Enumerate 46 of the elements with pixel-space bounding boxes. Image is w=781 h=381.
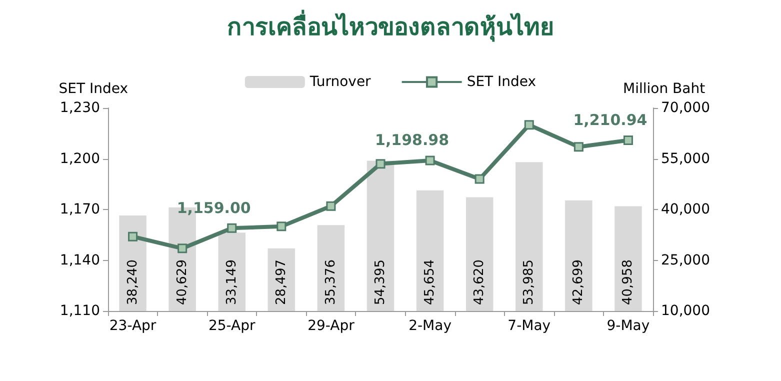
y2-axis-title: Million Baht	[623, 81, 706, 97]
x-tick-label: 25-Apr	[208, 318, 256, 334]
data-label: 33,149	[224, 260, 240, 305]
data-label: 40,958	[620, 260, 636, 305]
y2-tick-label: 25,000	[661, 252, 710, 268]
data-label: 1,210.94	[573, 110, 648, 129]
data-label: 28,497	[274, 260, 289, 305]
data-label: 54,395	[373, 260, 388, 305]
data-label: 35,376	[323, 260, 338, 305]
chart-title: การเคลื่อนไหวของตลาดหุ้นไทย	[227, 9, 554, 43]
y-tick-label: 1,110	[60, 303, 100, 319]
point	[425, 156, 435, 166]
point	[128, 232, 138, 242]
data-label: 45,654	[422, 260, 438, 305]
point	[623, 135, 633, 145]
x-tick-label: 23-Apr	[109, 318, 156, 334]
x-tick-label: 29-Apr	[308, 318, 355, 334]
data-label: 40,629	[174, 260, 190, 305]
legend-label: SET Index	[466, 74, 536, 90]
y-axis-title: SET Index	[58, 81, 128, 97]
y-tick-label: 1,140	[60, 252, 100, 268]
y-tick-label: 1,200	[60, 150, 100, 167]
x-tick-label: 2-May	[408, 318, 452, 334]
y-tick-label: 1,230	[60, 100, 100, 116]
point	[524, 120, 534, 130]
point	[326, 201, 336, 211]
point	[376, 159, 386, 169]
data-label: 1,198.98	[375, 131, 450, 150]
data-label: 1,159.00	[176, 198, 251, 217]
y2-tick-label: 55,000	[661, 150, 710, 167]
y2-tick-label: 40,000	[661, 202, 710, 218]
point	[178, 244, 188, 254]
data-label: 42,699	[571, 260, 586, 305]
y-tick-label: 1,170	[60, 202, 100, 218]
y2-tick-label: 10,000	[661, 303, 710, 319]
data-label: 53,985	[522, 260, 537, 305]
x-tick-label: 7-May	[508, 318, 551, 334]
x-tick-label: 9-May	[606, 318, 650, 334]
y2-tick-label: 70,000	[661, 100, 710, 116]
point	[574, 142, 584, 152]
data-label: 43,620	[472, 260, 488, 305]
point	[276, 222, 286, 232]
point	[474, 174, 484, 184]
legend-label: Turnover	[308, 74, 372, 90]
point	[227, 223, 237, 233]
data-label: 38,240	[125, 260, 140, 305]
